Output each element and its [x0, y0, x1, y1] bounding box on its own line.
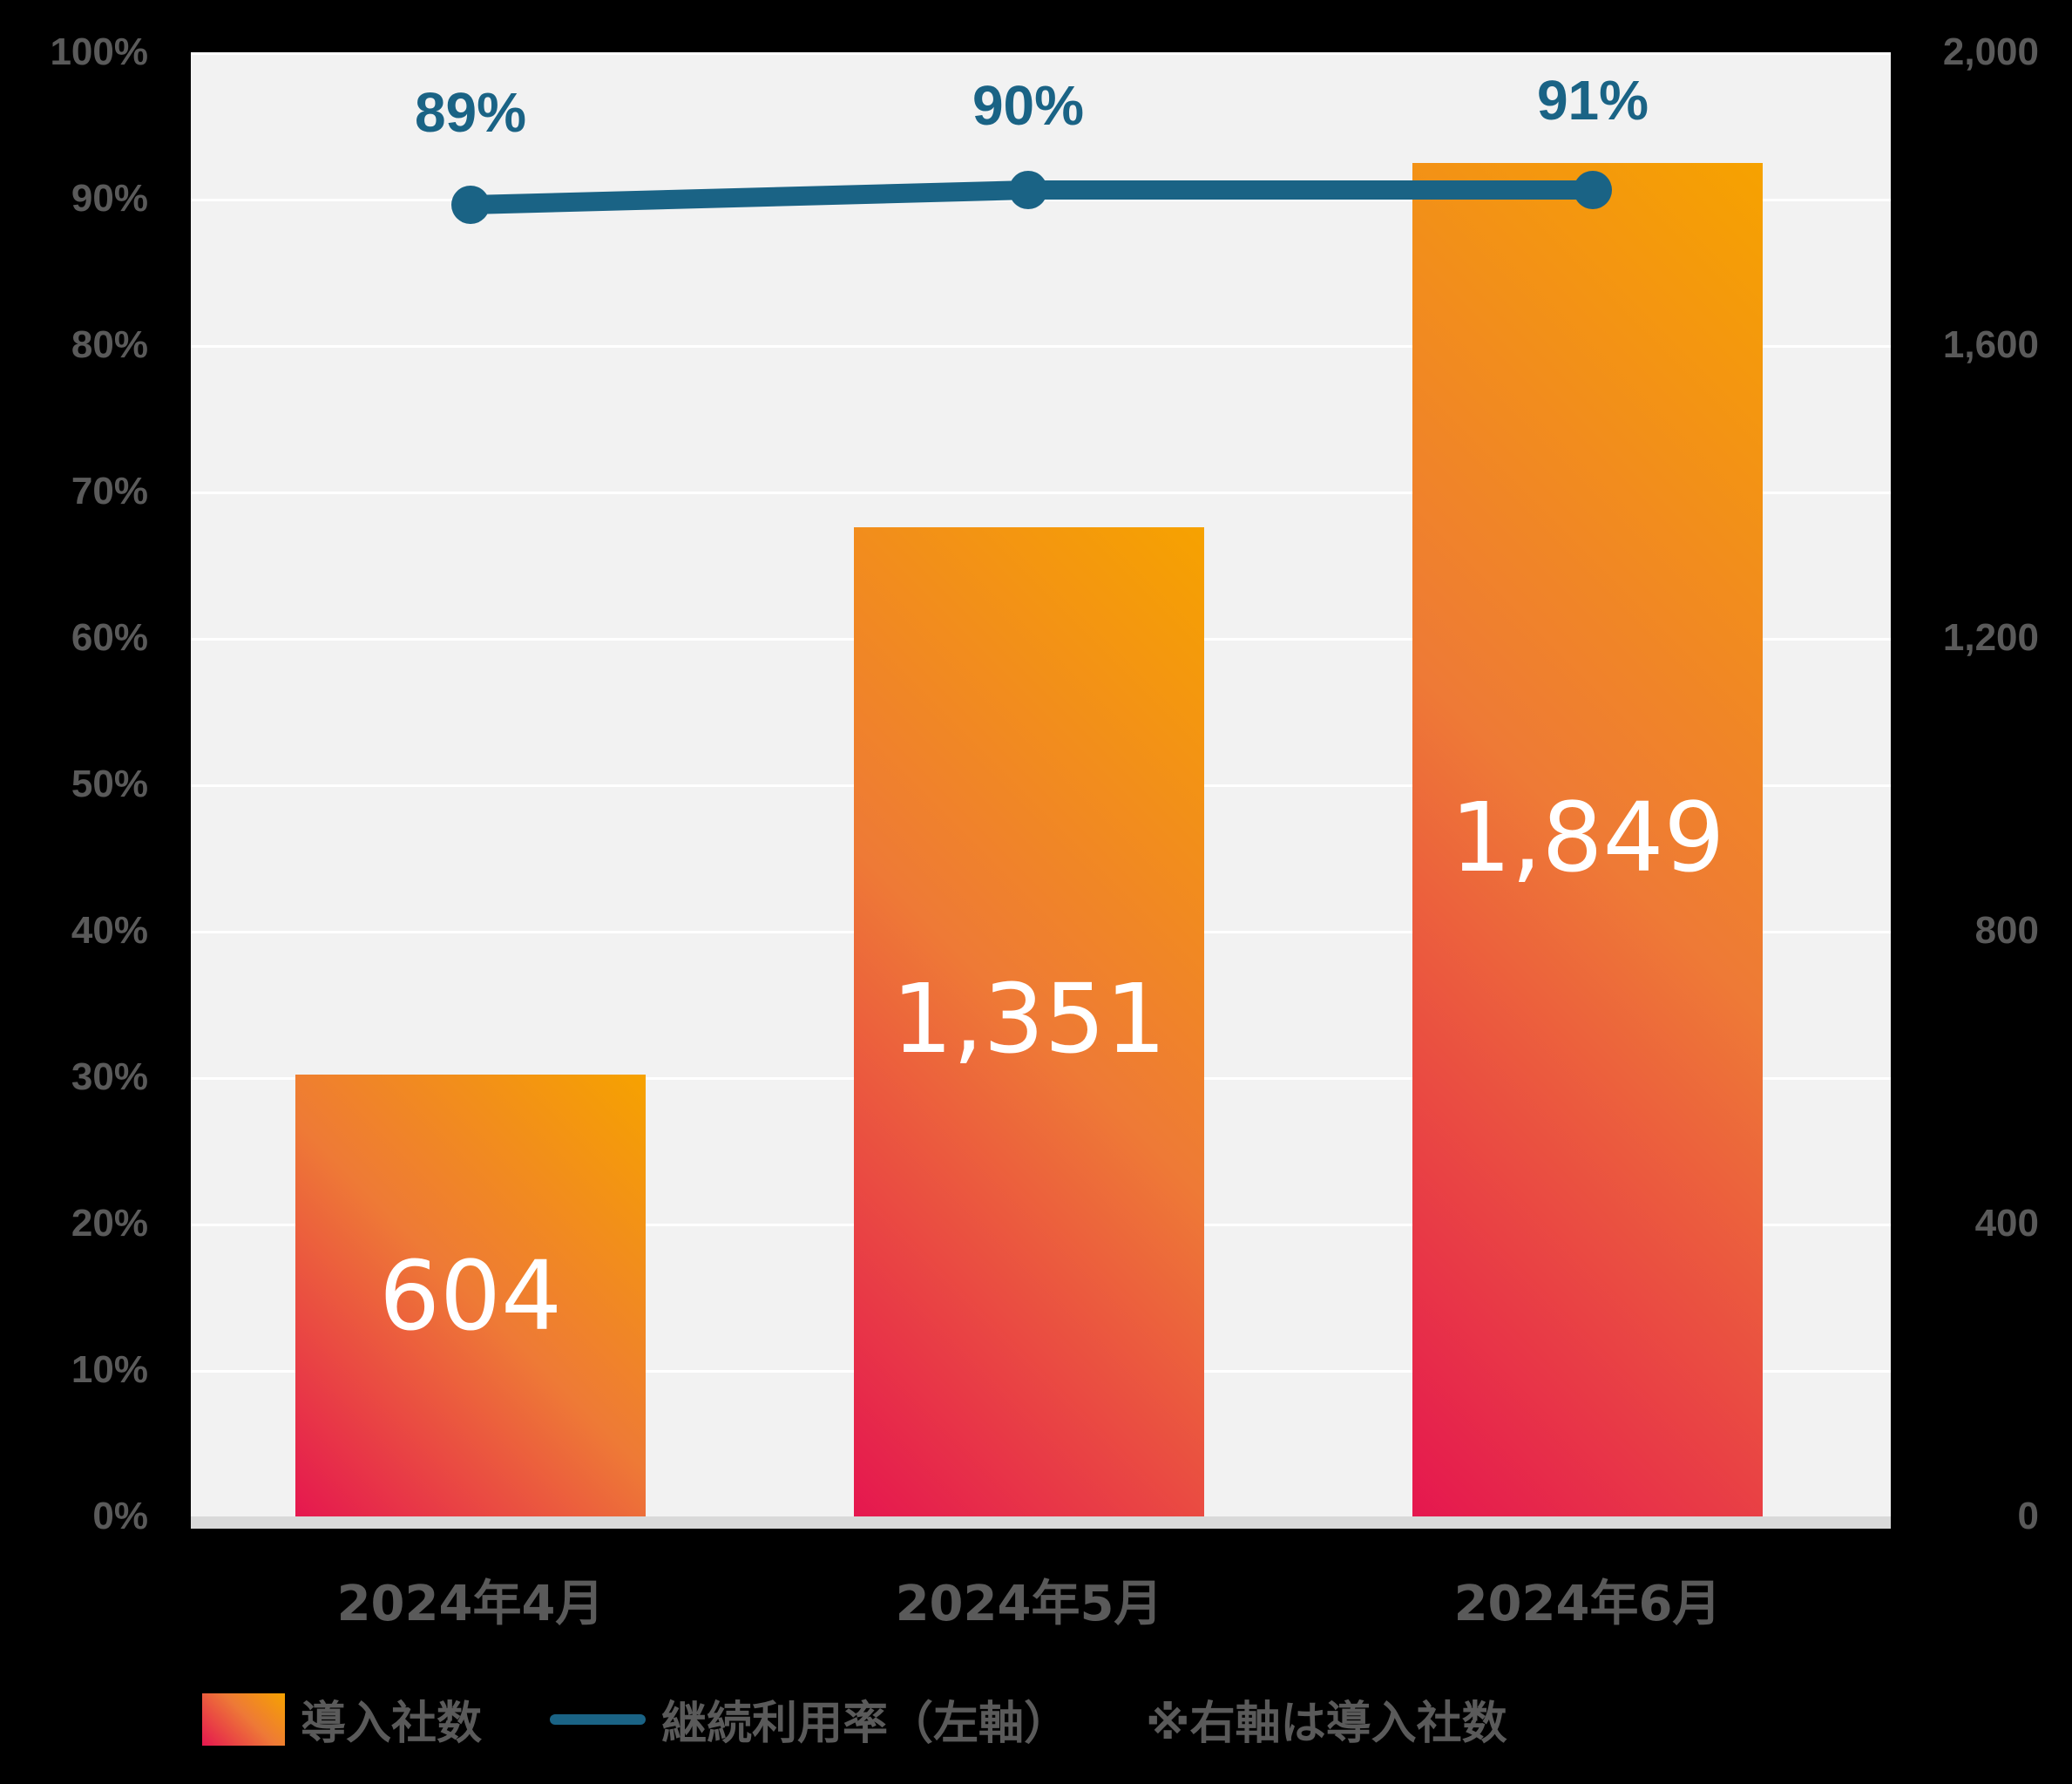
left-axis-tick: 80%: [71, 323, 148, 366]
legend: 導入社数 継続利用率（左軸） ※右軸は導入社数: [202, 1686, 1507, 1752]
left-axis-tick: 20%: [71, 1202, 148, 1245]
right-axis-tick: 1,200: [1942, 616, 2039, 659]
left-axis-tick: 30%: [71, 1055, 148, 1098]
left-axis-tick: 10%: [71, 1348, 148, 1391]
right-axis-tick: 400: [1974, 1202, 2039, 1245]
bar-2024-05[interactable]: 1,351: [854, 527, 1204, 1516]
line-value-label: 91%: [1536, 69, 1649, 132]
legend-note: ※右軸は導入社数: [1146, 1698, 1507, 1750]
bar-value-label: 1,351: [891, 963, 1167, 1075]
x-axis-label: 2024年5月: [895, 1576, 1163, 1632]
left-axis-tick: 100%: [50, 31, 148, 73]
right-axis-tick: 1,600: [1942, 323, 2039, 366]
x-axis-label: 2024年6月: [1453, 1576, 1722, 1632]
bar-value-label: 604: [379, 1240, 562, 1352]
right-axis-tick: 2,000: [1942, 31, 2039, 73]
line-value-label: 89%: [414, 81, 527, 144]
left-axis-tick: 70%: [71, 470, 148, 512]
x-axis-label: 2024年4月: [336, 1576, 605, 1632]
left-axis-tick: 60%: [71, 616, 148, 659]
legend-bar-swatch-icon: [202, 1692, 285, 1746]
bar-2024-04[interactable]: 604: [295, 1075, 646, 1516]
left-axis-tick: 40%: [71, 909, 148, 952]
left-axis-tick: 90%: [71, 177, 148, 220]
x-axis-baseline: [191, 1516, 1891, 1529]
bar-value-label: 1,849: [1450, 782, 1725, 893]
right-axis-tick: 800: [1974, 909, 2039, 952]
gridline-100: [191, 52, 1891, 55]
legend-line-swatch-icon: [550, 1713, 647, 1725]
left-axis-tick: 0%: [92, 1495, 148, 1537]
gridline-80: [191, 345, 1891, 348]
line-value-label: 90%: [972, 74, 1085, 137]
left-axis-tick: 50%: [71, 763, 148, 805]
gridline-70: [191, 492, 1891, 494]
legend-line-label: 継続利用率（左軸）: [661, 1698, 1070, 1750]
right-axis-tick: 0: [2017, 1495, 2039, 1537]
legend-bar-label: 導入社数: [301, 1698, 483, 1750]
bar-2024-06[interactable]: 1,849: [1412, 163, 1763, 1516]
